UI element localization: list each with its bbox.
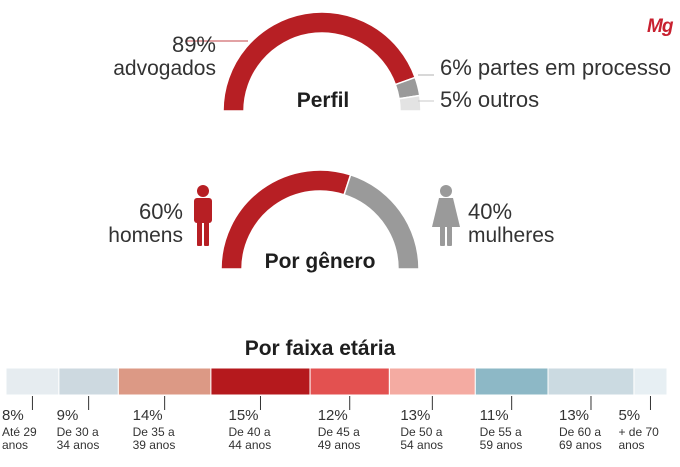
genero-homens-pct: 60% xyxy=(138,199,183,224)
perfil-outros-pct: 5% xyxy=(440,87,472,112)
idade-pct-2: 14% xyxy=(132,407,163,424)
idade-pct-4: 12% xyxy=(317,407,348,424)
idade-tick-7 xyxy=(590,396,592,410)
idade-segment-2 xyxy=(117,367,212,396)
idade-label-6: 11% De 55 a 59 anos xyxy=(480,408,536,452)
idade-pct-7: 13% xyxy=(558,407,590,424)
perfil-partes-pct: 6% xyxy=(440,55,472,80)
perfil-outros-label: outros xyxy=(477,87,540,112)
idade-label-5: 13% De 50 a 54 anos xyxy=(400,408,456,452)
idade-tick-6 xyxy=(511,396,513,410)
idade-label-0: 8% Até 29 anos xyxy=(2,408,58,452)
idade-segment-0 xyxy=(5,367,60,396)
idade-label-4: 12% De 45 a 49 anos xyxy=(318,408,374,452)
idade-range-line2-4: 49 anos xyxy=(317,438,361,452)
idade-range-line1-6: De 55 a xyxy=(479,425,522,439)
idade-pct-1: 9% xyxy=(56,407,79,424)
perfil-partes-label: partes em processo xyxy=(477,55,672,80)
genero-arcs xyxy=(220,169,420,270)
idade-bar-chart xyxy=(5,367,668,410)
idade-pct-5: 13% xyxy=(400,407,431,424)
perfil-arcs xyxy=(222,11,422,112)
idade-range-line2-2: 39 anos xyxy=(132,438,176,452)
idade-bar xyxy=(5,367,668,396)
idade-range-line2-0: anos xyxy=(2,438,29,452)
genero-label-homens: 60% homens xyxy=(108,200,183,248)
male-icon xyxy=(194,185,212,246)
idade-range-line1-5: De 50 a xyxy=(400,425,443,439)
genero-slice-1 xyxy=(343,173,420,270)
idade-range-line1-8: + de 70 xyxy=(618,425,659,439)
idade-range-line1-0: Até 29 xyxy=(2,425,37,439)
idade-label-3: 15% De 40 a 44 anos xyxy=(228,408,284,452)
idade-range-line2-6: 59 anos xyxy=(479,438,523,452)
idade-range-line2-1: 34 anos xyxy=(56,438,100,452)
female-icon xyxy=(432,185,460,246)
perfil-slice-2 xyxy=(398,94,422,112)
idade-title: Por faixa etária xyxy=(244,337,396,360)
idade-range-line1-1: De 30 a xyxy=(56,425,99,439)
idade-range-line2-8: anos xyxy=(618,438,645,452)
perfil-label-outros: 5% outros xyxy=(440,88,539,112)
perfil-chart: Perfil xyxy=(185,11,434,112)
idade-range-line1-2: De 35 a xyxy=(132,425,175,439)
idade-tick-5 xyxy=(431,396,433,410)
genero-chart: Por gênero xyxy=(194,169,460,273)
idade-pct-8: 5% xyxy=(618,407,641,424)
idade-tick-3 xyxy=(259,396,261,410)
idade-segment-3 xyxy=(210,367,311,396)
idade-label-2: 14% De 35 a 39 anos xyxy=(133,408,189,452)
idade-tick-2 xyxy=(164,396,166,410)
perfil-label-advogados: 89% advogados xyxy=(113,33,216,81)
perfil-advogados-pct: 89% xyxy=(171,32,216,57)
idade-range-line2-5: 54 anos xyxy=(400,438,444,452)
idade-range-line2-7: 69 anos xyxy=(558,438,602,452)
idade-segment-4 xyxy=(309,367,390,396)
perfil-title: Perfil xyxy=(297,89,350,112)
genero-mulheres-pct: 40% xyxy=(468,199,513,224)
idade-segment-5 xyxy=(388,367,476,396)
idade-tick-8 xyxy=(649,396,651,410)
idade-tick-4 xyxy=(349,396,351,410)
perfil-advogados-label: advogados xyxy=(113,57,216,80)
idade-segment-6 xyxy=(474,367,549,396)
genero-homens-label: homens xyxy=(108,224,183,247)
idade-label-8: 5% + de 70 anos xyxy=(618,408,674,452)
idade-pct-3: 15% xyxy=(228,407,259,424)
idade-range-line1-3: De 40 a xyxy=(228,425,271,439)
idade-range-line1-7: De 60 a xyxy=(558,425,602,439)
idade-tick-1 xyxy=(88,396,90,410)
idade-segment-7 xyxy=(547,367,635,396)
idade-range-line2-3: 44 anos xyxy=(228,438,272,452)
mg-logo: Mg xyxy=(647,16,675,37)
perfil-label-partes: 6% partes em processo xyxy=(440,56,671,80)
idade-segment-8 xyxy=(633,367,668,396)
idade-pct-0: 8% xyxy=(2,407,24,424)
genero-label-mulheres: 40% mulheres xyxy=(468,200,554,248)
idade-range-line1-4: De 45 a xyxy=(317,425,360,439)
idade-label-1: 9% De 30 a 34 anos xyxy=(57,408,113,452)
idade-ticks xyxy=(31,396,651,410)
idade-segment-1 xyxy=(58,367,119,396)
genero-title: Por gênero xyxy=(265,250,376,273)
idade-tick-0 xyxy=(31,396,33,410)
idade-pct-6: 11% xyxy=(479,407,509,424)
svg-text:Mg: Mg xyxy=(647,16,674,37)
genero-mulheres-label: mulheres xyxy=(468,224,555,247)
idade-label-7: 13% De 60 a 69 anos xyxy=(559,408,615,452)
